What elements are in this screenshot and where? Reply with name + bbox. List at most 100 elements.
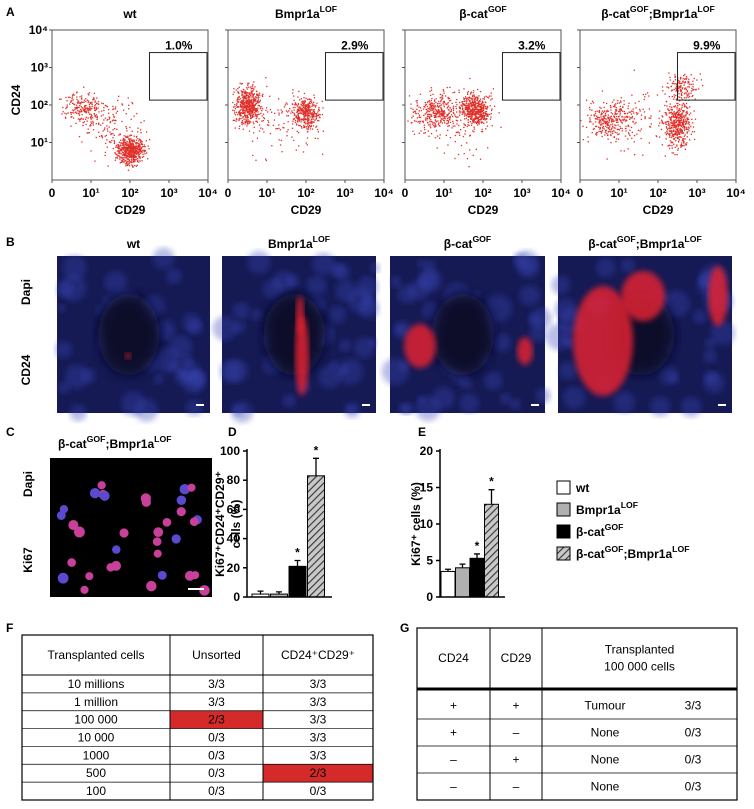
scatter-dot: [678, 138, 680, 141]
scatter-dot: [435, 120, 437, 122]
scatter-dot: [247, 122, 249, 124]
scatter-dot: [416, 117, 419, 119]
scatter-dot: [670, 130, 673, 132]
scatter-dot: [304, 100, 306, 102]
scatter-dot: [243, 97, 246, 100]
scatter-dot: [134, 149, 137, 152]
scatter-dot: [454, 114, 456, 116]
scatter-dot: [682, 139, 684, 141]
scatter-dot: [675, 126, 677, 128]
scatter-dot: [304, 104, 306, 106]
scatter-dot: [129, 134, 132, 136]
scatter-dot: [423, 132, 425, 134]
scatter-dot: [441, 122, 444, 124]
scatter-dot: [76, 92, 78, 94]
scatter-dot: [459, 112, 461, 114]
scatter-dot: [449, 99, 452, 102]
scatter-dot: [464, 100, 466, 102]
scatter-dot: [249, 109, 251, 111]
scatter-dot: [603, 120, 605, 122]
scatter-dot: [432, 109, 434, 111]
scatter-dot: [255, 103, 257, 105]
scatter-dot: [483, 116, 486, 118]
micrograph: [55, 247, 210, 422]
scatter-dot: [632, 121, 634, 123]
scatter-dot: [298, 108, 300, 110]
scatter-dot: [682, 77, 684, 80]
scatter-dot: [96, 117, 99, 119]
scatter-dot: [130, 158, 132, 161]
scatter-dot: [430, 120, 433, 123]
scatter-dot: [676, 129, 678, 131]
scatter-dot: [304, 109, 307, 111]
scatter-dot: [662, 122, 665, 124]
scatter-dot: [142, 150, 144, 152]
scatter-dot: [302, 100, 304, 102]
scatter-dot: [305, 108, 308, 110]
scatter-dot: [456, 131, 458, 134]
scatter-dot: [85, 108, 87, 110]
scatter-dot: [615, 140, 617, 143]
scatter-dot: [479, 158, 482, 160]
scatter-dot: [131, 103, 134, 105]
cell: [112, 545, 121, 554]
cell: +: [450, 699, 457, 713]
genotype-part: GOF: [605, 544, 624, 554]
scatter-dot: [664, 155, 666, 157]
scatter-dot: [617, 99, 619, 102]
scatter-dot: [308, 123, 310, 125]
scatter-dot: [671, 132, 673, 134]
scatter-dot: [474, 106, 476, 109]
scatter-dot: [298, 117, 300, 119]
scatter-dot: [70, 116, 72, 118]
scatter-dot: [471, 112, 473, 114]
scatter-dot: [89, 101, 91, 104]
cell: [56, 511, 66, 520]
scatter-dot: [441, 98, 443, 100]
scatter-dot: [81, 118, 83, 120]
scatter-dot: [485, 101, 487, 104]
cell: 2/3: [310, 766, 327, 780]
scatter-dot: [593, 114, 595, 116]
scatter-dot: [125, 127, 128, 130]
scatter-dot: [77, 106, 79, 109]
scatter-dot: [299, 99, 301, 101]
scatter-dot: [292, 89, 294, 91]
scatter-dot: [671, 147, 673, 149]
scatter-dot: [677, 116, 679, 118]
nuclei: [519, 284, 541, 306]
micrograph: [545, 256, 735, 418]
scatter-dot: [455, 131, 458, 133]
scatter-dot: [434, 109, 436, 111]
scatter-dot: [302, 103, 305, 106]
scatter-dot: [479, 114, 481, 116]
nuclei: [95, 305, 105, 316]
scatter-dot: [688, 114, 691, 116]
scatter-dot: [251, 87, 253, 89]
x-tick-label: 10²: [297, 186, 314, 200]
scatter-dot: [106, 125, 108, 127]
scatter-dot: [446, 113, 448, 116]
scatter-dot: [280, 139, 283, 142]
scatter-dot: [598, 122, 600, 124]
scatter-dot: [668, 147, 671, 150]
scatter-dot: [76, 107, 78, 110]
y-tick-label: 0: [233, 590, 240, 604]
scatter-dot: [89, 113, 91, 115]
scatter-dot: [633, 134, 636, 137]
scatter-dot: [95, 136, 97, 139]
scatter-dot: [242, 96, 244, 98]
scatter-dot: [236, 103, 238, 105]
scatter-dot: [463, 118, 466, 120]
scatter-dot: [602, 111, 605, 114]
scatter-dot: [589, 119, 591, 121]
scatter-dot: [86, 107, 89, 109]
scatter-dot: [304, 105, 307, 108]
scatter-dot: [627, 124, 630, 126]
scatter-dot: [482, 109, 485, 112]
scatter-dot: [123, 149, 125, 151]
scatter-dot: [303, 115, 306, 118]
scatter-dot: [255, 115, 258, 117]
scatter-dot: [470, 92, 472, 94]
scatter-dot: [619, 108, 621, 110]
